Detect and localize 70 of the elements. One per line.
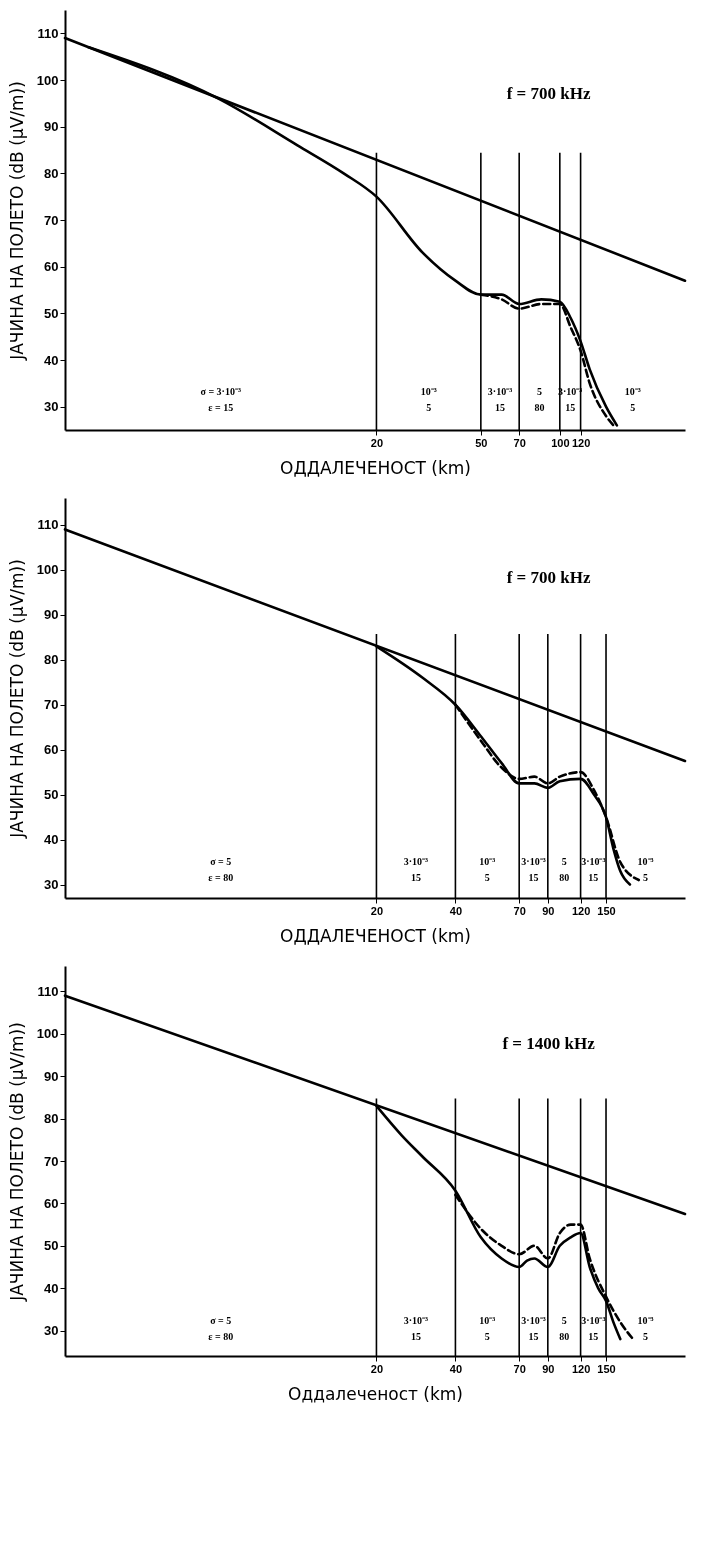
y-tick-label: 30 [44,877,59,893]
annotation: 10⁻³ 5 [637,856,654,883]
annotation: 3·10⁻³ 15 [521,856,546,883]
y-tick-label: 100 [36,1026,59,1042]
y-tick-label: 50 [44,305,59,321]
y-tick-label: 40 [44,352,59,368]
annotation: f = 700 kHz [506,568,591,587]
y-tick-label: 80 [44,652,59,668]
x-tick-label: 40 [449,904,463,917]
y-tick-label: 50 [44,787,59,803]
y-tick-label: 40 [44,1280,59,1296]
y-tick-label: 100 [36,562,59,578]
y-tick-label: 90 [44,1068,59,1084]
y-tick-label: 110 [37,517,59,533]
x-tick-label: 120 [571,904,591,917]
x-tick-label: 90 [542,904,555,917]
annotation: 10⁻³ 5 [420,386,437,414]
annotation: 3·10⁻³ 15 [403,856,429,883]
y-tick-label: 80 [44,165,59,181]
x-tick-label: 40 [449,1362,463,1375]
y-tick-label: 70 [44,1153,59,1169]
annotation: σ = 5 ε = 80 [208,1314,234,1342]
x-tick-label: 70 [513,904,526,917]
annotation: 5 80 [534,386,545,414]
y-tick-label: 100 [36,72,59,88]
annotation: 3·10⁻³ 15 [403,1314,429,1342]
x-tick-label: 20 [370,904,384,917]
x-axis-title: ОДДАЛЕЧЕНОСТ (km) [280,925,471,946]
x-tick-label: 90 [542,1362,555,1375]
y-tick-label: 60 [44,259,59,275]
y-tick-label: 30 [44,1323,59,1339]
y-tick-label: 110 [37,983,59,999]
y-tick-label: 70 [44,697,59,713]
annotation: f = 1400 kHz [502,1034,596,1053]
y-tick-label: 70 [44,212,59,228]
x-tick-label: 120 [571,1362,591,1375]
annotation: 10⁻³ 5 [479,1314,496,1342]
y-axis-title: ЈАЧИНА НА ПОЛЕТО (dB (μV/m)) [6,81,27,361]
x-tick-label: 20 [370,1362,384,1375]
y-tick-label: 60 [44,1195,59,1211]
x-tick-label: 50 [475,436,488,449]
y-tick-label: 50 [44,1238,59,1254]
y-tick-label: 30 [44,399,59,415]
x-tick-label: 20 [370,436,384,449]
annotation: 5 80 [559,856,570,883]
x-tick-label: 150 [597,1362,616,1375]
annotation: 10⁻³ 5 [479,856,496,883]
x-tick-label: 120 [571,436,591,449]
x-tick-label: 150 [597,904,616,917]
annotation: 5 80 [559,1314,570,1342]
annotation: σ = 5 ε = 80 [208,856,234,883]
annotation: 3·10⁻³ 15 [487,386,513,414]
annotation: 3·10⁻³ 15 [521,1314,546,1342]
x-axis-title: ОДДАЛЕЧЕНОСТ (km) [280,457,471,478]
y-axis-title: ЈАЧИНА НА ПОЛЕТО (dB (μV/m)) [6,1022,27,1302]
y-axis-title: ЈАЧИНА НА ПОЛЕТО (dB (μV/m)) [6,559,27,839]
annotation: σ = 3·10⁻³ ε = 15 [200,386,241,414]
annotation: 10⁻³ 5 [637,1314,654,1342]
y-tick-label: 40 [44,832,59,848]
x-axis-title: Оддалеченост (km) [288,1383,463,1404]
y-tick-label: 110 [37,25,59,41]
y-tick-label: 90 [44,119,59,135]
annotation: f = 700 kHz [506,84,591,103]
annotation: 10⁻³ 5 [624,386,641,414]
y-tick-label: 60 [44,742,59,758]
x-tick-label: 70 [513,1362,526,1375]
x-tick-label: 70 [513,436,526,449]
y-tick-label: 90 [44,607,59,623]
y-tick-label: 80 [44,1111,59,1127]
x-tick-label: 100 [551,436,570,449]
